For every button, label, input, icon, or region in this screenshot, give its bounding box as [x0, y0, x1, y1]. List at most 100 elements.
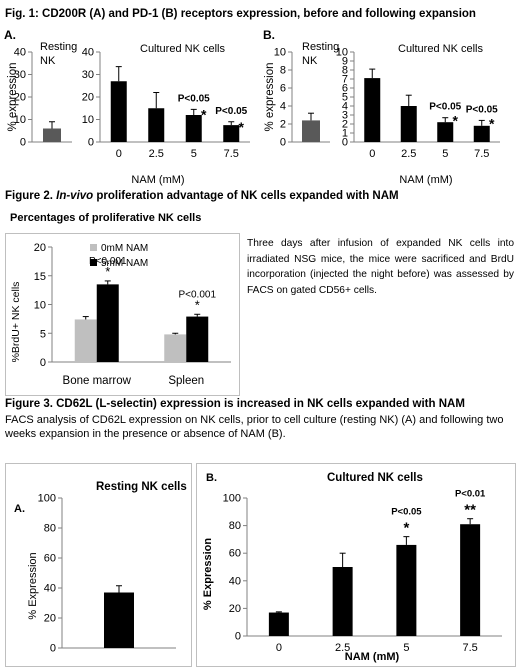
y-tick-label: 100: [38, 493, 56, 505]
fig3b-ylabel: % Expression: [202, 538, 214, 610]
fig1a-resting-label-2: NK: [40, 55, 56, 67]
fig1a-xlabel: NAM (mM): [131, 174, 184, 186]
fig2-description: Three days after infusion of expanded NK…: [247, 238, 514, 296]
p-value-label: P<0.001: [89, 256, 127, 267]
y-tick-label: 40: [82, 47, 94, 59]
fig3-title: Figure 3. CD62L (L-selectin) expression …: [5, 398, 465, 410]
p-value-label: P<0.01: [455, 489, 486, 500]
y-tick-label: 0: [235, 631, 241, 643]
fig3a-plot: 0 20 40 60 80 100: [38, 493, 176, 655]
fig1b-cultured-label: Cultured NK cells: [398, 43, 483, 55]
bar: [302, 120, 320, 142]
p-value-label: P<0.001: [178, 289, 216, 300]
bar: [186, 316, 209, 362]
y-tick-label: 0: [40, 357, 46, 369]
x-tick-label: 2.5: [335, 642, 350, 654]
fig3b-xlabel: NAM (mM): [345, 651, 400, 663]
fig2-chart-frame: %BrdU+ NK cells 0 5 10 15 20 * P<0.001 Bone mar…: [5, 233, 240, 396]
fig2-legend-label-1: 5mM NAM: [101, 258, 148, 269]
y-tick-label: 60: [44, 553, 56, 565]
y-tick-label: 30: [82, 69, 94, 81]
y-tick-label: 80: [229, 520, 241, 532]
fig3a-frame: A. Resting NK cells % Expression 0 20 40 60…: [5, 463, 192, 667]
x-tick-label: 2.5: [149, 148, 164, 160]
x-tick-label: Bone marrow: [63, 375, 132, 387]
x-tick-label: 5: [442, 148, 448, 160]
fig1a-panel-label: A.: [4, 28, 16, 42]
fig1b-panel-label: B.: [263, 28, 275, 42]
fig2-title-italic: In-vivo: [56, 190, 94, 202]
fig2-legend-swatch-1: [90, 259, 97, 266]
x-tick-label: 0: [276, 642, 282, 654]
fig2-subtitle: Percentages of proliferative NK cells: [10, 212, 202, 224]
fig3b-plot: 0 20 40 60 80 100 0 2.5 5 P<0.05 * 7.5 P<0.01 **: [223, 489, 502, 654]
fig3a-chart: A. Resting NK cells % Expression 0 20 40 60…: [14, 481, 187, 655]
y-tick-label: 0: [50, 643, 56, 655]
bar: [164, 334, 187, 362]
x-tick-label: 2.5: [401, 148, 416, 160]
y-tick-label: 8: [342, 65, 348, 77]
y-tick-label: 10: [274, 47, 286, 59]
fig2-title-prefix: Figure 2.: [5, 190, 57, 202]
y-tick-label: 100: [223, 493, 241, 505]
p-value-label: P<0.05: [466, 104, 498, 115]
y-tick-label: 40: [44, 583, 56, 595]
x-tick-label: 0: [369, 148, 375, 160]
p-value-label: P<0.05: [391, 507, 422, 518]
y-tick-label: 20: [229, 603, 241, 615]
bar: [223, 125, 240, 142]
bar: [332, 567, 353, 636]
y-tick-label: 20: [14, 92, 26, 104]
y-tick-label: 40: [14, 47, 26, 59]
y-tick-label: 5: [342, 92, 348, 104]
bar: [185, 115, 202, 142]
y-tick-label: 60: [229, 548, 241, 560]
fig1b-xlabel: NAM (mM): [399, 174, 452, 186]
bar: [460, 524, 481, 636]
bar: [437, 122, 454, 142]
y-tick-label: 6: [342, 83, 348, 95]
y-tick-label: 10: [82, 114, 94, 126]
bar: [110, 81, 127, 142]
x-tick-label: 7.5: [224, 148, 239, 160]
y-tick-label: 7: [342, 74, 348, 86]
fig2-legend-swatch-0: [90, 244, 97, 251]
fig3b-chart: B. Cultured NK cells % Expression 0 20 40 6…: [202, 472, 502, 663]
significance-star: *: [239, 119, 245, 135]
p-value-label: P<0.05: [215, 106, 247, 117]
y-tick-label: 2: [342, 119, 348, 131]
y-tick-label: 20: [34, 242, 46, 254]
significance-star: *: [201, 106, 207, 122]
fig3b-frame: B. Cultured NK cells % Expression 0 20 40 6…: [196, 463, 516, 667]
significance-star: *: [489, 115, 495, 131]
fig2-title: Figure 2. In-vivo proliferation advantag…: [5, 190, 399, 202]
x-tick-label: 0: [116, 148, 122, 160]
fig1b-resting-label-1: Resting: [302, 41, 339, 53]
bar: [396, 544, 417, 636]
y-tick-label: 80: [44, 523, 56, 535]
y-tick-label: 3: [342, 110, 348, 122]
x-tick-label: 7.5: [474, 148, 489, 160]
bar: [473, 125, 490, 142]
significance-star: **: [464, 502, 476, 519]
fig1-charts: % expression Resting NK Cultured NK cell…: [7, 41, 500, 186]
y-tick-label: 10: [336, 47, 348, 59]
fig1a-ylabel: % expression: [7, 62, 19, 131]
bar: [43, 128, 61, 142]
bar: [148, 108, 165, 142]
fig3a-panel-label: A.: [14, 503, 25, 515]
y-tick-label: 6: [280, 83, 286, 95]
y-tick-label: 20: [82, 92, 94, 104]
fig2-legend-label-0: 0mM NAM: [101, 243, 148, 254]
fig3b-title: Cultured NK cells: [327, 472, 423, 484]
fig1b-resting-chart: 0 2 4 6 8 10: [274, 47, 330, 149]
significance-star: *: [195, 297, 200, 312]
y-tick-label: 15: [34, 271, 46, 283]
x-tick-label: 5: [403, 642, 409, 654]
significance-star: *: [105, 264, 110, 279]
bar: [74, 319, 97, 362]
bar: [96, 284, 119, 362]
y-tick-label: 10: [34, 300, 46, 312]
y-tick-label: 9: [342, 56, 348, 68]
